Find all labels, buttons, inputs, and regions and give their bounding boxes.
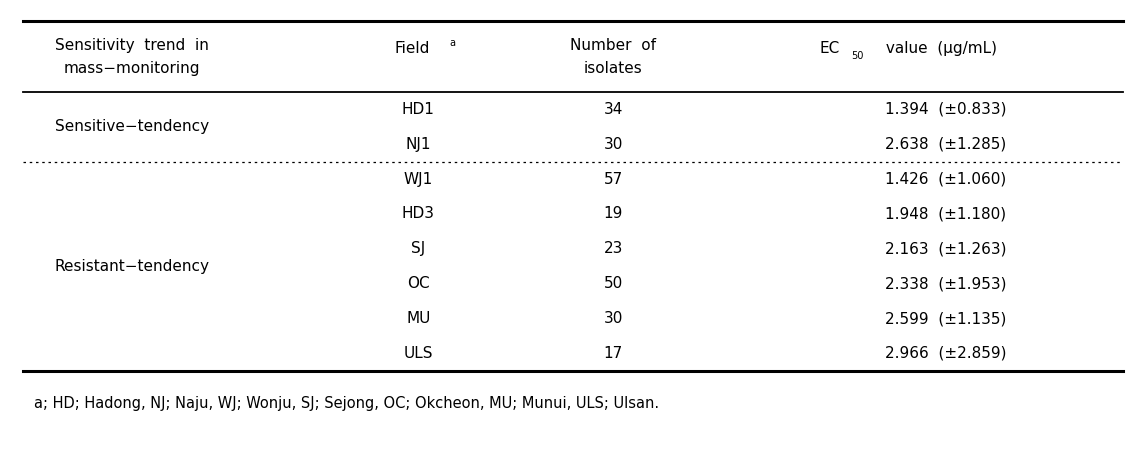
Text: MU: MU [406,311,431,326]
Text: Field: Field [395,41,430,56]
Text: 2.599  (±1.135): 2.599 (±1.135) [885,311,1006,326]
Text: 1.948  (±1.180): 1.948 (±1.180) [885,207,1006,221]
Text: Sensitive−tendency: Sensitive−tendency [55,119,209,134]
Text: 50: 50 [604,276,622,291]
Text: Sensitivity  trend  in: Sensitivity trend in [55,38,209,53]
Text: 2.163  (±1.263): 2.163 (±1.263) [885,241,1006,256]
Text: 34: 34 [604,102,622,117]
Text: OC: OC [407,276,430,291]
Text: HD3: HD3 [402,207,434,221]
Text: HD1: HD1 [402,102,434,117]
Text: 17: 17 [604,346,622,361]
Text: 23: 23 [604,241,622,256]
Text: 2.966  (±2.859): 2.966 (±2.859) [885,346,1006,361]
Text: 30: 30 [604,311,622,326]
Text: 57: 57 [604,172,622,186]
Text: WJ1: WJ1 [403,172,433,186]
Text: 2.338  (±1.953): 2.338 (±1.953) [885,276,1006,291]
Text: 19: 19 [604,207,622,221]
Text: mass−monitoring: mass−monitoring [63,61,201,76]
Text: 1.394  (±0.833): 1.394 (±0.833) [885,102,1006,117]
Text: a: a [449,38,455,48]
Text: NJ1: NJ1 [406,137,431,151]
Text: ULS: ULS [403,346,433,361]
Text: 30: 30 [604,137,622,151]
Text: 2.638  (±1.285): 2.638 (±1.285) [885,137,1006,151]
Text: Number  of: Number of [570,38,657,53]
Text: value  (μg/mL): value (μg/mL) [881,41,997,56]
Text: EC: EC [819,41,840,56]
Text: a; HD; Hadong, NJ; Naju, WJ; Wonju, SJ; Sejong, OC; Okcheon, MU; Munui, ULS; Uls: a; HD; Hadong, NJ; Naju, WJ; Wonju, SJ; … [34,396,659,411]
Text: isolates: isolates [583,61,643,76]
Text: 1.426  (±1.060): 1.426 (±1.060) [885,172,1006,186]
Text: 50: 50 [851,51,864,62]
Text: Resistant−tendency: Resistant−tendency [54,259,210,274]
Text: SJ: SJ [411,241,425,256]
